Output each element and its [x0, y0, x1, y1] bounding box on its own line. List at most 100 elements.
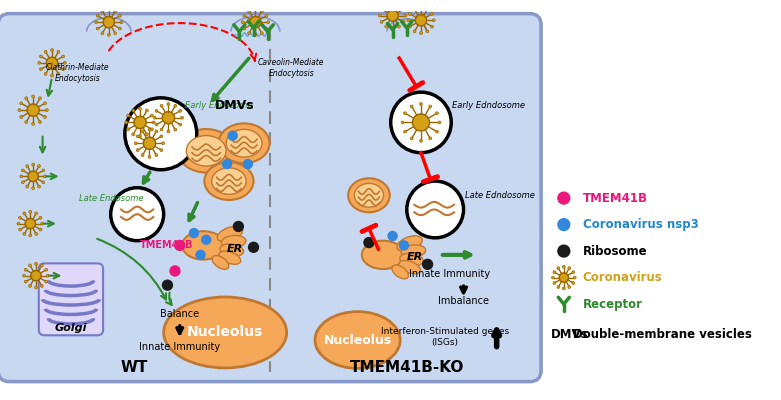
Circle shape	[201, 234, 212, 245]
Circle shape	[32, 163, 34, 166]
Text: Early Edndosome: Early Edndosome	[452, 101, 525, 110]
Circle shape	[243, 159, 253, 169]
Ellipse shape	[400, 253, 423, 266]
Circle shape	[167, 130, 169, 133]
Circle shape	[41, 264, 43, 267]
Circle shape	[138, 107, 141, 110]
Ellipse shape	[220, 244, 244, 256]
Circle shape	[38, 120, 41, 124]
Ellipse shape	[182, 231, 225, 260]
Text: Early Endosome: Early Endosome	[185, 101, 253, 110]
Text: Nucleolus: Nucleolus	[187, 326, 263, 340]
Circle shape	[430, 25, 433, 28]
Text: TMEM41B: TMEM41B	[140, 240, 194, 250]
Circle shape	[28, 171, 38, 182]
Circle shape	[141, 130, 144, 133]
Circle shape	[568, 267, 571, 270]
Circle shape	[148, 128, 151, 131]
Circle shape	[572, 282, 575, 284]
Circle shape	[145, 109, 148, 112]
Circle shape	[145, 133, 148, 136]
Circle shape	[45, 268, 48, 271]
Circle shape	[573, 276, 576, 279]
Circle shape	[127, 128, 130, 131]
Circle shape	[430, 12, 433, 15]
Circle shape	[25, 120, 27, 124]
Ellipse shape	[217, 226, 243, 242]
Circle shape	[46, 57, 58, 68]
Text: Coronavirus: Coronavirus	[583, 271, 662, 284]
Circle shape	[426, 30, 429, 33]
Circle shape	[24, 280, 27, 283]
Circle shape	[413, 8, 416, 11]
Circle shape	[34, 262, 37, 265]
Circle shape	[407, 19, 409, 22]
Circle shape	[408, 12, 412, 15]
Text: DMVs: DMVs	[551, 328, 588, 341]
Circle shape	[37, 165, 41, 168]
Circle shape	[162, 280, 173, 291]
Circle shape	[390, 92, 451, 153]
Circle shape	[241, 21, 244, 24]
Circle shape	[51, 74, 53, 77]
Circle shape	[568, 286, 571, 288]
Circle shape	[404, 14, 407, 17]
Circle shape	[174, 104, 177, 107]
Circle shape	[155, 154, 158, 156]
Circle shape	[153, 116, 156, 119]
Ellipse shape	[219, 251, 241, 264]
Ellipse shape	[355, 183, 383, 207]
Circle shape	[160, 104, 163, 107]
Ellipse shape	[87, 18, 130, 45]
Circle shape	[419, 32, 423, 34]
Circle shape	[136, 149, 139, 152]
Circle shape	[551, 276, 555, 279]
Circle shape	[132, 109, 134, 112]
Circle shape	[152, 121, 155, 124]
Circle shape	[167, 102, 169, 105]
Circle shape	[111, 188, 164, 241]
Circle shape	[51, 49, 53, 52]
Circle shape	[248, 32, 251, 35]
Circle shape	[402, 20, 405, 23]
Circle shape	[174, 240, 185, 251]
Circle shape	[404, 112, 406, 115]
Circle shape	[25, 218, 35, 229]
Circle shape	[385, 25, 387, 28]
FancyBboxPatch shape	[0, 14, 541, 382]
Text: Golgi: Golgi	[55, 323, 87, 333]
Circle shape	[401, 121, 404, 124]
Circle shape	[63, 62, 66, 64]
Circle shape	[39, 216, 42, 219]
Text: Imbalance: Imbalance	[438, 296, 489, 306]
Circle shape	[45, 280, 48, 283]
Ellipse shape	[397, 236, 423, 251]
Circle shape	[141, 154, 144, 156]
Circle shape	[107, 8, 110, 11]
Circle shape	[26, 165, 29, 168]
Circle shape	[125, 98, 197, 170]
Circle shape	[151, 128, 153, 131]
Circle shape	[114, 10, 116, 12]
Ellipse shape	[221, 236, 246, 248]
Circle shape	[436, 112, 438, 115]
Circle shape	[557, 192, 570, 205]
Circle shape	[179, 123, 182, 126]
Circle shape	[174, 128, 177, 131]
Circle shape	[387, 10, 398, 21]
Ellipse shape	[362, 241, 405, 269]
Circle shape	[21, 169, 24, 172]
Circle shape	[385, 3, 387, 6]
Circle shape	[136, 135, 139, 138]
Circle shape	[557, 218, 570, 231]
Circle shape	[57, 50, 60, 53]
Circle shape	[254, 34, 257, 36]
Circle shape	[160, 149, 162, 152]
Circle shape	[44, 116, 46, 118]
Circle shape	[23, 274, 26, 277]
Ellipse shape	[212, 168, 246, 194]
Text: DMVs: DMVs	[215, 99, 255, 112]
Circle shape	[254, 8, 257, 11]
Circle shape	[243, 27, 246, 30]
Circle shape	[101, 32, 104, 35]
